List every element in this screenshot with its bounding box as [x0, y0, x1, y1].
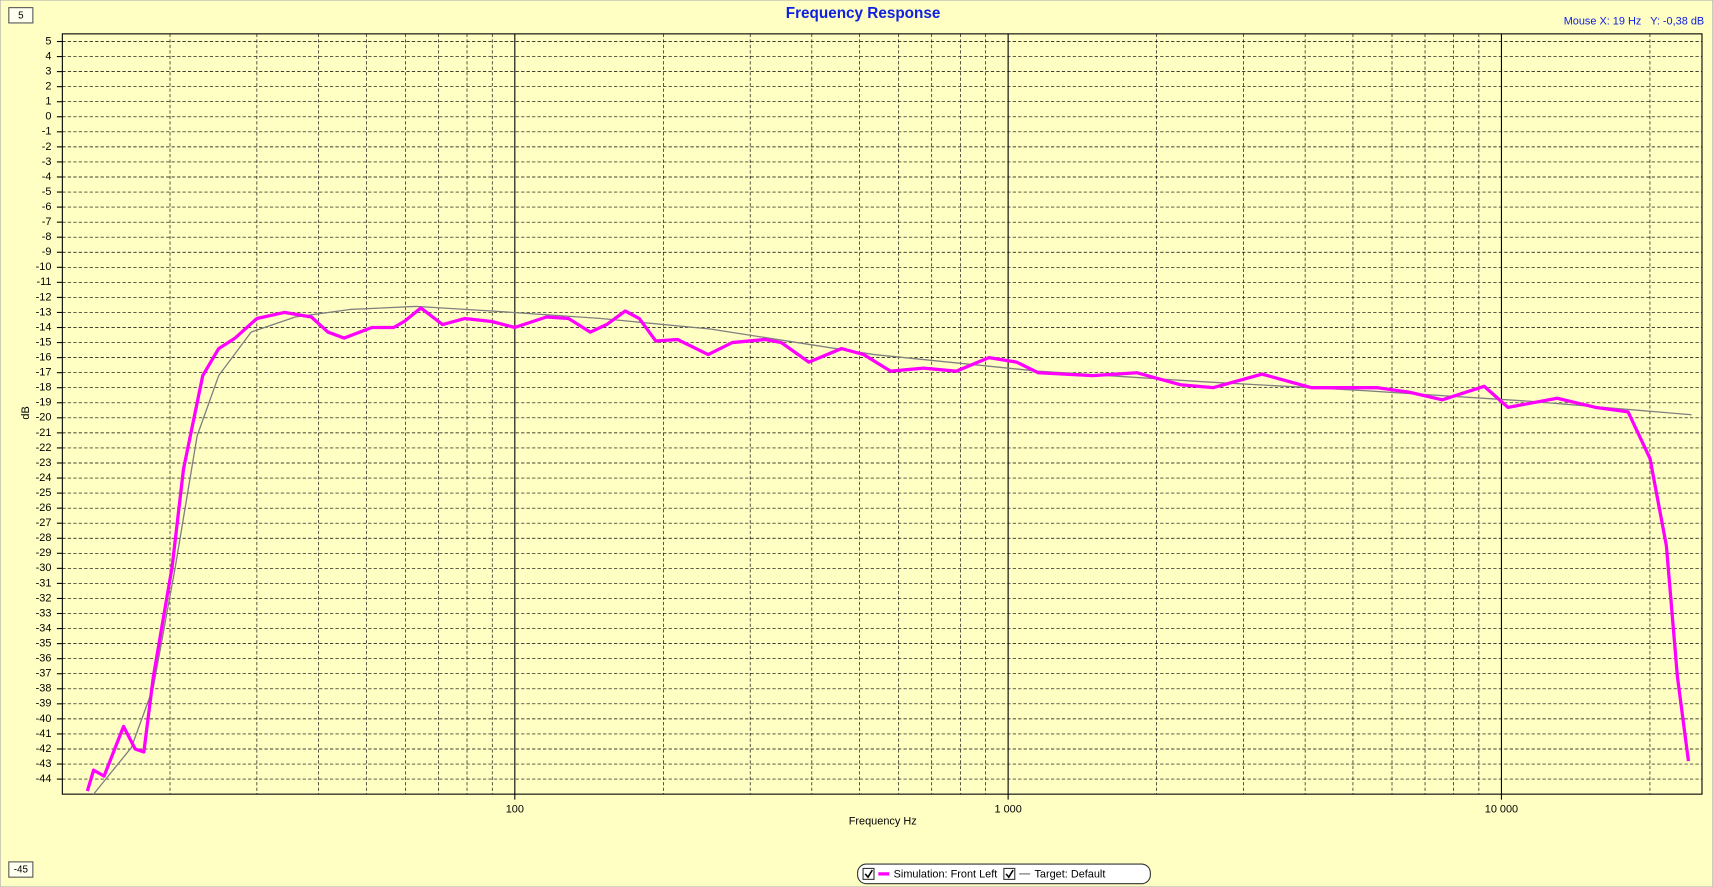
y-tick-label: -41 — [36, 728, 52, 740]
y-tick-label: -7 — [42, 216, 52, 228]
y-tick-label: 1 — [45, 96, 51, 108]
y-tick-label: -21 — [36, 427, 52, 439]
y-tick-label: -27 — [36, 517, 52, 529]
x-tick-label: 1 000 — [994, 803, 1021, 815]
y-tick-label: -12 — [36, 291, 52, 303]
legend-label[interactable]: Simulation: Front Left — [894, 868, 998, 880]
x-axis-label: Frequency Hz — [849, 815, 917, 827]
y-tick-label: -1 — [42, 126, 52, 138]
x-tick-label: 10 000 — [1485, 803, 1518, 815]
y-tick-label: -28 — [36, 532, 52, 544]
y-tick-label: -16 — [36, 352, 52, 364]
y-tick-label: -9 — [42, 246, 52, 258]
y-tick-label: -6 — [42, 201, 52, 213]
y-tick-label: -34 — [36, 622, 52, 634]
mouse-status: Mouse X: 19 Hz Y: -0,38 dB — [1564, 16, 1704, 28]
y-tick-label: -38 — [36, 683, 52, 695]
y-tick-label: -44 — [36, 773, 52, 785]
legend-check[interactable] — [1005, 869, 1014, 879]
y-tick-label: -15 — [36, 336, 52, 348]
y-tick-label: -19 — [36, 397, 52, 409]
legend-checkbox[interactable] — [862, 867, 875, 880]
y-tick-label: -37 — [36, 668, 52, 680]
y-tick-label: -31 — [36, 577, 52, 589]
y-tick-label: -23 — [36, 457, 52, 469]
y-tick-label: -43 — [36, 758, 52, 770]
y-tick-label: 2 — [45, 81, 51, 93]
y-tick-label: -26 — [36, 502, 52, 514]
y-tick-label: -3 — [42, 156, 52, 168]
plot-frame — [61, 33, 1703, 795]
y-tick-label: -30 — [36, 562, 52, 574]
y-tick-label: -4 — [42, 171, 52, 183]
y-tick-label: 5 — [45, 35, 51, 47]
y-tick-label: -13 — [36, 306, 52, 318]
y-tick-label: -29 — [36, 547, 52, 559]
legend-label[interactable]: Target: Default — [1034, 868, 1105, 880]
y-tick-label: -10 — [36, 261, 52, 273]
y-tick-label: -17 — [36, 367, 52, 379]
series-line — [85, 306, 1691, 792]
y-tick-label: -5 — [42, 186, 52, 198]
y-tick-label: -42 — [36, 743, 52, 755]
y-tick-label: -40 — [36, 713, 52, 725]
y-tick-label: -35 — [36, 638, 52, 650]
chart-title: Frequency Response — [786, 5, 941, 22]
y-tick-label: -25 — [36, 487, 52, 499]
y-tick-label: -8 — [42, 231, 52, 243]
y-tick-label: -39 — [36, 698, 52, 710]
range-bottom-input[interactable] — [8, 861, 34, 878]
y-tick-label: -32 — [36, 592, 52, 604]
series-line — [93, 305, 1692, 795]
y-tick-label: -14 — [36, 321, 52, 333]
legend-checkbox[interactable] — [1003, 867, 1016, 880]
y-tick-label: -22 — [36, 442, 52, 454]
range-top-input[interactable] — [8, 7, 34, 24]
y-tick-label: 0 — [45, 111, 51, 123]
y-tick-label: 4 — [45, 50, 51, 62]
y-tick-label: -33 — [36, 607, 52, 619]
y-tick-label: -11 — [36, 276, 51, 288]
y-tick-label: -20 — [36, 412, 52, 424]
y-tick-label: -18 — [36, 382, 52, 394]
y-tick-label: -36 — [36, 653, 52, 665]
range-bottom-value[interactable]: -45 — [14, 865, 29, 876]
y-tick-label: -2 — [42, 141, 52, 153]
y-tick-label: 3 — [45, 66, 51, 78]
range-top-value[interactable]: 5 — [18, 10, 24, 21]
x-tick-label: 100 — [506, 803, 524, 815]
y-tick-label: -24 — [36, 472, 52, 484]
y-axis-label: dB — [20, 406, 32, 419]
legend-check[interactable] — [864, 869, 873, 879]
